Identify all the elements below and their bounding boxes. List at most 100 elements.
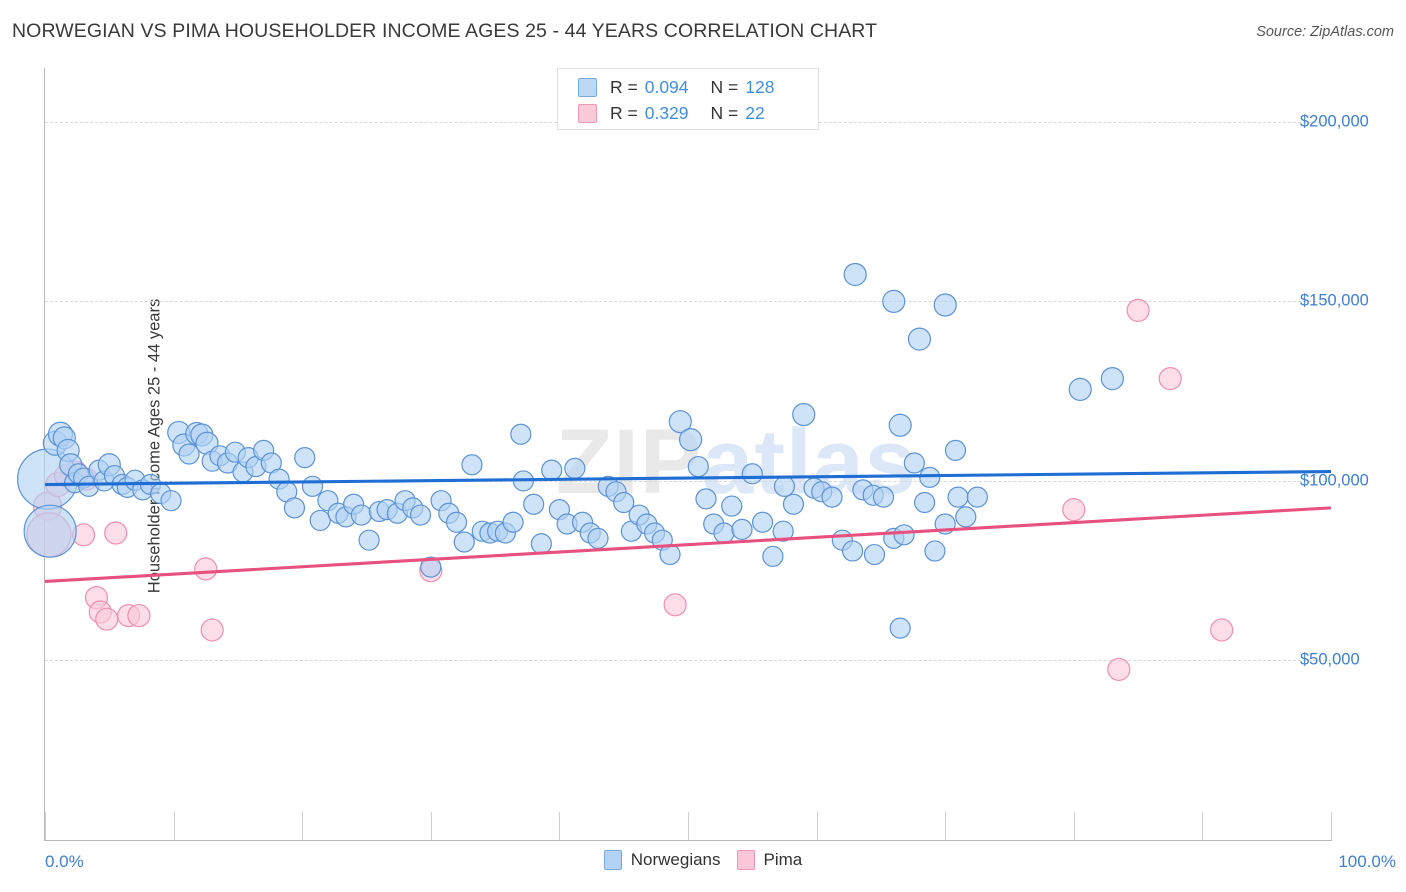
- data-point: [1100, 367, 1124, 391]
- stats-row-pima: R = 0.329 N = 22: [578, 100, 765, 126]
- data-point: [914, 491, 936, 514]
- data-point: [773, 475, 796, 497]
- r-label-blue: R =: [610, 76, 638, 97]
- data-point: [782, 493, 805, 515]
- legend-item-pima[interactable]: Pima: [736, 850, 803, 870]
- series-norwegians-points: [16, 262, 1124, 639]
- data-point: [409, 504, 432, 526]
- data-point: [194, 557, 218, 581]
- data-point: [294, 446, 316, 469]
- data-point: [1210, 618, 1234, 642]
- source-attribution: Source: ZipAtlas.com: [1256, 24, 1394, 40]
- y-axis-tick-label: $200,000: [1300, 112, 1369, 131]
- legend-swatch-pima-icon: [736, 850, 755, 870]
- data-point: [1068, 377, 1092, 401]
- data-point: [731, 518, 753, 540]
- trendline-pima: [44, 506, 1332, 584]
- data-point: [933, 293, 957, 317]
- x-axis-tick: [302, 812, 304, 840]
- legend-item-norwegians[interactable]: Norwegians: [603, 850, 721, 870]
- series-pima-points: [26, 298, 1234, 682]
- data-point: [178, 443, 200, 465]
- data-point: [445, 511, 468, 533]
- data-point: [919, 466, 941, 488]
- data-point: [350, 504, 372, 526]
- data-point: [678, 428, 703, 452]
- data-point: [309, 509, 331, 532]
- data-point: [523, 493, 545, 515]
- gridline: [45, 301, 1331, 303]
- data-point: [907, 327, 932, 351]
- n-label-pink: N =: [710, 102, 739, 123]
- data-point: [721, 495, 743, 517]
- x-axis-tick: [1331, 812, 1332, 840]
- data-point: [1107, 657, 1131, 682]
- data-point: [564, 457, 586, 479]
- data-point: [863, 543, 886, 566]
- data-point: [104, 521, 128, 545]
- x-axis-tick: [430, 812, 432, 840]
- x-axis-min-label: 0.0%: [45, 852, 84, 871]
- scatter-layer: [16, 262, 1332, 682]
- correlation-stats-box: R = 0.094 N = 128 R = 0.329 N = 22: [557, 68, 819, 130]
- data-point: [842, 540, 864, 562]
- data-point: [668, 410, 692, 434]
- data-point: [888, 413, 912, 437]
- chart-legend: Norwegians Pima: [0, 850, 1406, 870]
- data-point: [358, 529, 380, 551]
- data-point: [200, 618, 224, 642]
- plot-area: [16, 68, 1332, 840]
- legend-label-norwegians: Norwegians: [630, 850, 721, 869]
- data-point: [283, 497, 306, 519]
- n-value-pink: 22: [745, 102, 765, 123]
- data-point: [889, 617, 911, 639]
- data-point: [966, 486, 988, 508]
- data-point: [541, 459, 563, 481]
- trendline-norwegians: [44, 470, 1332, 487]
- data-point: [947, 486, 969, 508]
- data-point: [882, 289, 906, 313]
- data-point: [695, 488, 717, 510]
- y-axis-tick-label: $100,000: [1300, 471, 1369, 490]
- data-point: [587, 527, 609, 549]
- x-axis-tick: [945, 812, 947, 840]
- gridline: [45, 660, 1331, 662]
- pink-swatch-icon: [578, 103, 597, 123]
- data-point: [453, 531, 475, 553]
- y-axis-tick-label: $150,000: [1300, 291, 1369, 310]
- data-point: [924, 540, 946, 562]
- page-title: NORWEGIAN VS PIMA HOUSEHOLDER INCOME AGE…: [12, 20, 878, 42]
- x-axis-tick: [816, 812, 818, 840]
- data-point: [530, 533, 552, 555]
- data-point: [944, 439, 967, 462]
- x-axis-tick: [45, 812, 46, 840]
- data-point: [301, 475, 324, 497]
- x-axis-tick: [1073, 812, 1075, 840]
- data-point: [821, 486, 843, 508]
- blue-swatch-icon: [578, 77, 597, 97]
- x-axis-tick: [559, 812, 561, 840]
- data-point: [903, 452, 925, 474]
- x-axis-tick: [1202, 812, 1204, 840]
- data-point: [1126, 298, 1150, 322]
- data-point: [713, 522, 735, 544]
- x-axis-max-label: 100.0%: [1338, 852, 1396, 871]
- data-point: [872, 486, 895, 508]
- data-point: [741, 463, 763, 485]
- data-point: [843, 262, 867, 287]
- data-point: [955, 506, 977, 528]
- data-point: [1062, 498, 1086, 522]
- data-point: [510, 423, 532, 445]
- gridline: [45, 480, 1331, 482]
- r-value-pink: 0.329: [644, 102, 689, 123]
- data-point: [95, 607, 119, 631]
- data-point: [160, 490, 182, 512]
- r-label-pink: R =: [610, 102, 638, 123]
- data-point: [792, 402, 816, 427]
- r-value-blue: 0.094: [644, 76, 689, 97]
- data-point: [663, 593, 687, 617]
- data-point: [893, 524, 915, 546]
- legend-label-pima: Pima: [763, 850, 803, 869]
- n-label-blue: N =: [710, 76, 739, 97]
